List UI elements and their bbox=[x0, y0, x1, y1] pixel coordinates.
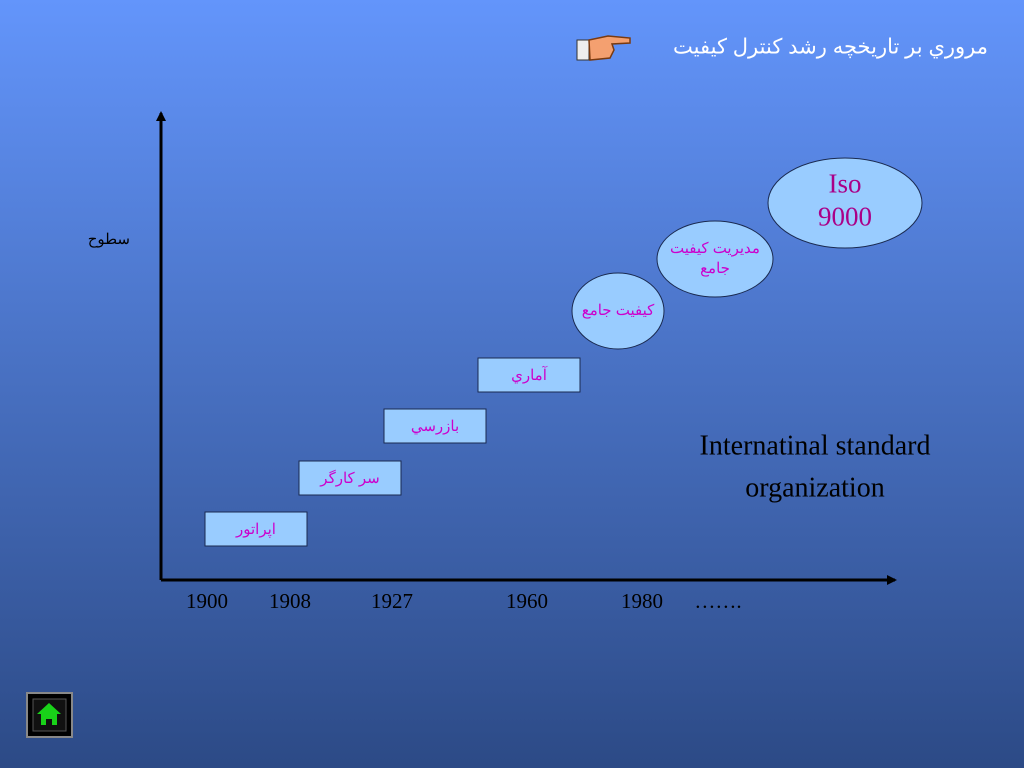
stage-box bbox=[477, 357, 581, 393]
x-label: ……. bbox=[694, 589, 741, 613]
note-line: organization bbox=[745, 472, 884, 503]
x-label: 1980 bbox=[621, 589, 663, 613]
stage-ellipse bbox=[571, 272, 665, 350]
x-label: 1900 bbox=[186, 589, 228, 613]
stage-label: Iso bbox=[829, 169, 862, 199]
x-label: 1927 bbox=[371, 589, 413, 613]
stage-label: مديريت كيفيت bbox=[670, 240, 760, 257]
x-label: 1960 bbox=[506, 589, 548, 613]
stage-ellipse bbox=[767, 157, 923, 249]
stage-label: جامع bbox=[700, 260, 730, 277]
stage-label: بازرسي bbox=[411, 418, 459, 435]
note-line: Internatinal standard bbox=[700, 430, 931, 461]
home-button[interactable] bbox=[26, 692, 73, 738]
x-labels: 1900 1908 1927 1960 1980 ……. bbox=[186, 589, 742, 613]
stage-label: آماري bbox=[511, 366, 548, 384]
y-axis-label: سطوح bbox=[88, 231, 130, 248]
stage-label: كيفيت جامع bbox=[582, 302, 655, 319]
x-label: 1908 bbox=[269, 589, 311, 613]
stage-label: 9000 bbox=[818, 202, 872, 232]
stage-ellipse bbox=[656, 220, 774, 298]
stage-label: اپراتور bbox=[235, 521, 276, 538]
stage-box bbox=[298, 460, 402, 496]
title: مروري بر تاريخچه رشد كنترل كيفيت bbox=[673, 36, 988, 60]
pointing-hand-icon bbox=[576, 35, 631, 61]
stage-box bbox=[383, 408, 487, 444]
stage-label: سر كارگر bbox=[319, 469, 379, 487]
stage-box bbox=[204, 511, 308, 547]
stage-boxes: اپراتور سر كارگر بازرسي آماري bbox=[204, 357, 581, 547]
